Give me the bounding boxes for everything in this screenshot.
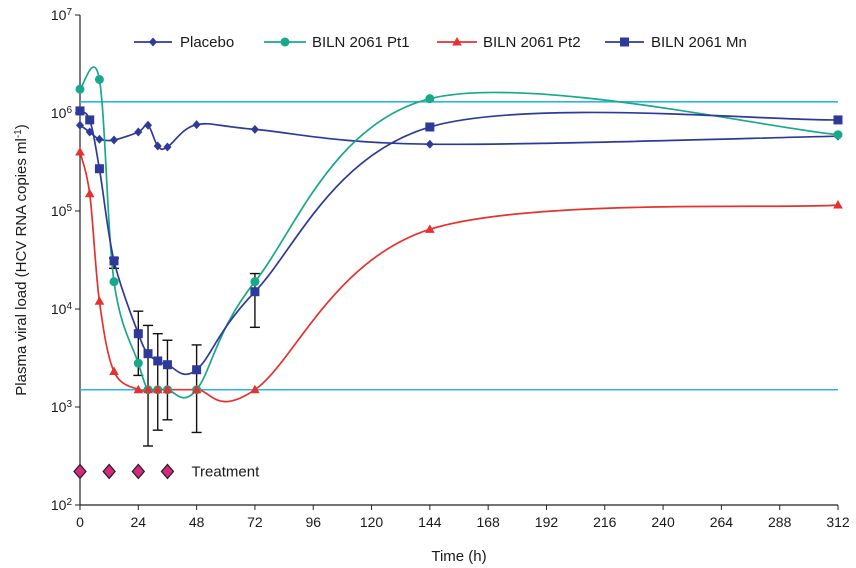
y-axis-title-close: ) [13, 124, 30, 129]
data-point [425, 122, 435, 132]
data-point [75, 106, 85, 116]
x-tick-label: 168 [476, 514, 500, 530]
x-tick-label: 24 [131, 514, 147, 530]
x-tick-label: 72 [247, 514, 263, 530]
data-point [134, 127, 143, 137]
x-axis-title: Time (h) [431, 548, 486, 565]
data-point [133, 329, 143, 339]
data-point [143, 384, 153, 394]
x-tick-label: 312 [826, 514, 850, 530]
data-point [425, 139, 434, 149]
legend: Placebo BILN 2061 Pt1 BILN 2061 Pt2 BILN 20… [134, 34, 747, 51]
data-point [163, 142, 172, 152]
data-point [192, 120, 201, 130]
treatment-marker [73, 463, 87, 480]
data-point [109, 256, 119, 266]
treatment-markers: Treatment [73, 463, 260, 480]
data-point [85, 127, 94, 137]
data-point [133, 384, 144, 394]
series-markers [75, 74, 843, 395]
x-tick-label: 48 [189, 514, 205, 530]
y-tick-label: 102 [51, 497, 73, 514]
data-point [85, 115, 95, 125]
legend-marker [280, 37, 290, 47]
axes: 0 24 48 72 96 120 144 168 192 216 240 264 288 312 102 1… [51, 7, 850, 531]
x-tick-label: 240 [651, 514, 675, 530]
y-axis-title-text: Plasma viral load (HCV RNA copies ml [13, 138, 30, 396]
data-point [192, 365, 202, 375]
legend-label: BILN 2061 Pt2 [483, 34, 581, 51]
x-tick-label: 96 [305, 514, 321, 530]
x-tick-label: 264 [710, 514, 734, 530]
legend-marker [149, 37, 157, 47]
x-tick-label: 144 [418, 514, 442, 530]
x-tick-label: 192 [535, 514, 559, 530]
data-point [143, 349, 153, 359]
data-point [94, 74, 104, 84]
data-point [109, 277, 119, 287]
data-point [75, 146, 85, 156]
data-point [153, 356, 163, 366]
data-point [153, 141, 162, 151]
data-point [144, 120, 153, 130]
y-axis-title: Plasma viral load (HCV RNA copies ml-1) [13, 124, 31, 395]
treatment-label: Treatment [191, 463, 260, 480]
y-tick-label: 106 [51, 105, 73, 122]
treatment-marker [131, 463, 146, 480]
data-point [110, 135, 119, 145]
x-tick-label: 288 [768, 514, 792, 530]
legend-label: BILN 2061 Pt1 [312, 34, 410, 51]
treatment-marker [160, 463, 175, 480]
y-tick-label: 104 [51, 301, 73, 318]
data-point [94, 296, 105, 305]
data-point [94, 164, 104, 174]
error-bars [109, 257, 260, 447]
data-point [250, 287, 260, 297]
data-point [191, 384, 202, 394]
treatment-marker [102, 463, 116, 480]
data-point [250, 124, 259, 134]
data-point [76, 120, 84, 130]
x-tick-label: 0 [76, 514, 84, 530]
legend-marker [620, 37, 629, 47]
legend-label: Placebo [180, 34, 234, 51]
data-point [833, 130, 843, 140]
data-point [833, 200, 843, 209]
y-tick-label: 105 [51, 203, 73, 220]
data-point [162, 384, 173, 394]
data-point [250, 384, 260, 394]
data-point [425, 94, 435, 104]
y-axis-title-sup: -1 [13, 129, 24, 138]
legend-marker [452, 37, 462, 46]
data-point [162, 360, 172, 370]
series-line-3 [79, 110, 839, 376]
y-tick-label: 107 [51, 7, 73, 24]
data-point [833, 115, 843, 125]
data-point [133, 358, 143, 368]
data-point [95, 134, 104, 144]
data-point [152, 384, 163, 394]
data-point [109, 366, 119, 376]
data-point [84, 188, 95, 198]
legend-label: BILN 2061 Mn [651, 34, 747, 51]
data-point [250, 277, 260, 287]
x-tick-label: 120 [360, 514, 384, 530]
series-line-0 [79, 122, 839, 151]
series-lines [79, 66, 839, 403]
series-line-2 [79, 151, 839, 403]
x-tick-label: 216 [593, 514, 617, 530]
reference-lines [80, 101, 838, 391]
data-point [425, 224, 435, 233]
y-tick-label: 103 [51, 399, 73, 416]
data-point [75, 84, 85, 94]
